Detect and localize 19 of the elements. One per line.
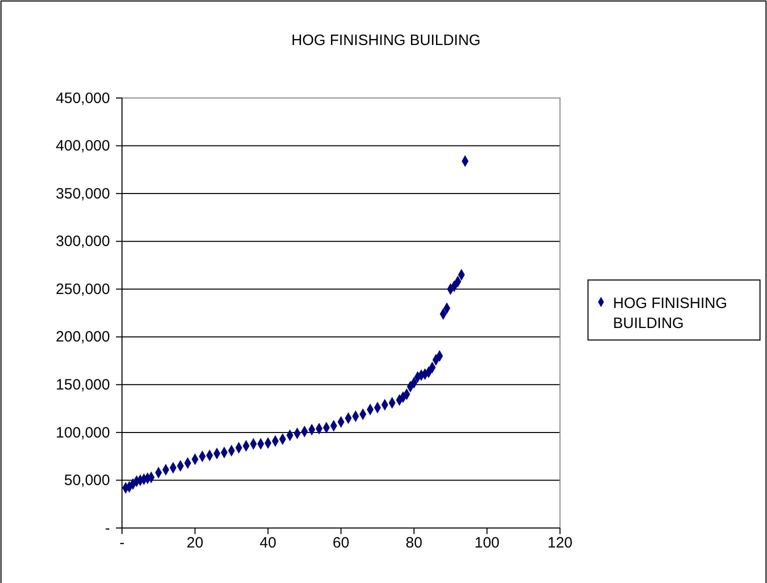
y-tick-label: 250,000 [56, 280, 110, 298]
y-tick-label: 400,000 [56, 138, 110, 155]
y-tick-label: 300,000 [56, 233, 110, 250]
y-tick-label: 200,000 [56, 328, 110, 346]
x-tick-label: 20 [186, 534, 204, 552]
x-tick-label: 100 [474, 534, 500, 552]
y-tick-label: 350,000 [56, 185, 110, 202]
y-tick-label: 100,000 [56, 424, 110, 442]
chart-title: HOG FINISHING BUILDING [291, 32, 481, 49]
x-tick-label: 120 [547, 534, 573, 552]
x-tick-label: 60 [332, 534, 350, 552]
y-tick-label: 450,000 [56, 90, 110, 107]
legend-label: HOG FINISHING BUILDING [613, 295, 728, 332]
x-tick-label: - [120, 534, 124, 552]
y-tick-label: 50,000 [64, 472, 110, 490]
y-tick-label: 150,000 [56, 376, 110, 394]
x-tick-label: 80 [406, 534, 422, 552]
y-tick-label: - [105, 520, 110, 537]
x-tick-label: 40 [260, 534, 276, 552]
